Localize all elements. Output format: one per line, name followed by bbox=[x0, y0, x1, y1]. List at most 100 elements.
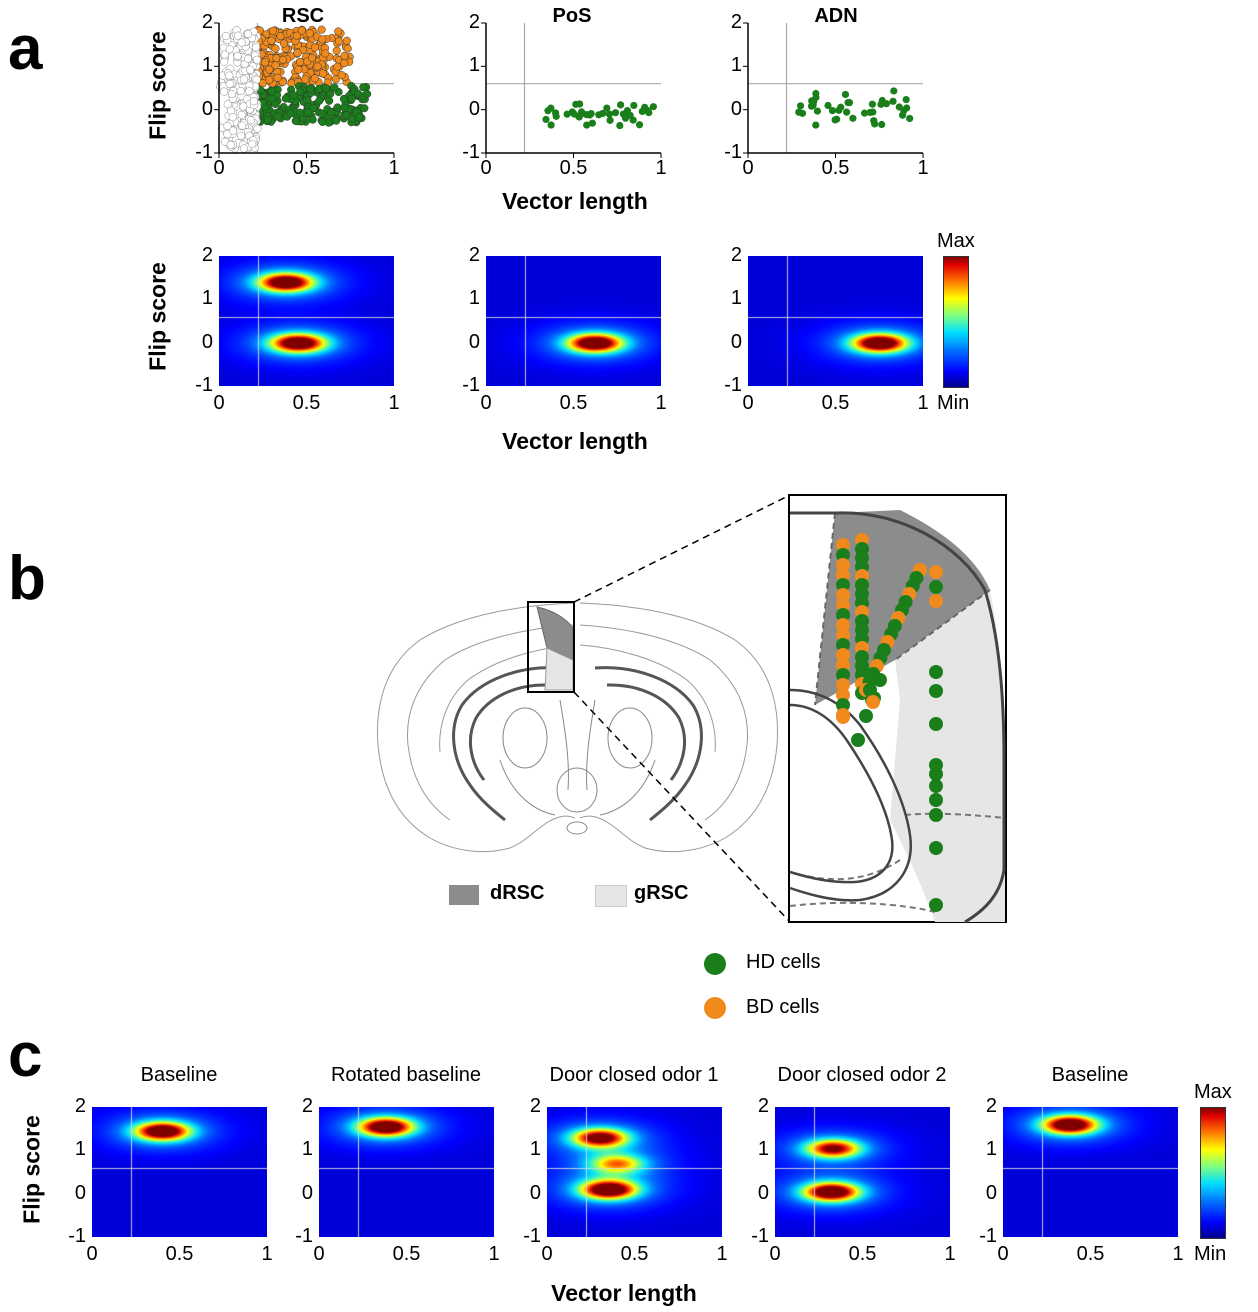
scatter-point bbox=[260, 58, 269, 67]
scatter-point bbox=[296, 87, 305, 96]
scatter-point bbox=[812, 121, 820, 129]
cell-dot bbox=[836, 558, 850, 572]
cell-dot bbox=[929, 717, 943, 731]
heatmap-c-title-3: Door closed odor 2 bbox=[777, 1064, 947, 1086]
heatmap-c-3-xtick-0: 0 bbox=[769, 1243, 781, 1265]
scatter-point bbox=[599, 109, 607, 118]
scatter-point bbox=[841, 90, 850, 99]
cell-dot bbox=[836, 538, 850, 552]
scatter-point bbox=[279, 55, 288, 64]
scatter-point bbox=[844, 98, 852, 107]
scatter-point bbox=[568, 108, 576, 116]
scatter-point bbox=[228, 126, 238, 135]
scatter-point bbox=[246, 116, 255, 125]
scatter-point bbox=[582, 111, 591, 119]
scatter-point bbox=[308, 53, 317, 62]
heatmap-a-rsc-ytick-1: 1 bbox=[201, 287, 213, 310]
scatter-point bbox=[237, 110, 246, 119]
scatter-point bbox=[220, 87, 229, 96]
heatmap-c-4-ytick-0: 2 bbox=[985, 1095, 997, 1117]
cell-dot bbox=[836, 648, 850, 662]
scatter-point bbox=[576, 100, 584, 108]
scatter-point bbox=[306, 85, 315, 94]
heatmap-a-pos-ytick-0: 2 bbox=[468, 244, 480, 266]
scatter-point bbox=[606, 116, 614, 124]
scatter-point bbox=[871, 120, 879, 128]
scatter-point bbox=[226, 140, 235, 149]
heatmap-a-adn-ytick-2: 0 bbox=[730, 330, 742, 353]
scatter-point bbox=[273, 73, 282, 82]
scatter-point bbox=[337, 71, 346, 80]
scatter-pos-ytick-3: -1 bbox=[462, 141, 480, 163]
cell-dot bbox=[836, 638, 850, 652]
heatmap-a-pos-heatmap bbox=[486, 256, 661, 386]
scatter-point bbox=[616, 121, 624, 130]
legend-hd-marker bbox=[704, 953, 726, 975]
scatter-point bbox=[621, 114, 630, 122]
scatter-point bbox=[303, 108, 312, 117]
heatmap-c-1-ytick-0: 2 bbox=[301, 1095, 313, 1117]
scatter-adn-ytick-2: 0 bbox=[730, 97, 742, 120]
scatter-point bbox=[236, 131, 246, 140]
heatmap-c-2-heatmap bbox=[547, 1107, 722, 1237]
heatmap-c-2-ytick-2: 0 bbox=[529, 1181, 541, 1204]
heatmap-a-rsc-xtick-1: 0.5 bbox=[292, 392, 321, 414]
legend-drsc-label: dRSC bbox=[490, 882, 545, 904]
heatmap-c-0-heatmap bbox=[92, 1107, 267, 1237]
scatter-pos-xtick-0: 0 bbox=[480, 157, 492, 179]
scatter-point bbox=[271, 44, 280, 53]
heatmap-c-1-ytick-3: -1 bbox=[295, 1225, 313, 1247]
scatter-point bbox=[860, 109, 869, 117]
scatter-point bbox=[342, 111, 351, 120]
heatmap-a-adn-ytick-3: -1 bbox=[724, 374, 742, 396]
colorbar-a-max: Max bbox=[937, 230, 975, 252]
scatter-point bbox=[828, 107, 837, 115]
scatter-point bbox=[317, 25, 326, 34]
scatter-point bbox=[340, 59, 349, 68]
heatmap-c-title-1: Rotated baseline bbox=[330, 1064, 482, 1086]
scatter-pos-xtick-2: 1 bbox=[655, 157, 667, 179]
scatter-point bbox=[239, 75, 248, 84]
colorbar-c bbox=[1200, 1107, 1226, 1239]
scatter-axes bbox=[485, 23, 661, 154]
heatmap-c-ylabel: Flip score bbox=[18, 1115, 45, 1224]
scatter-point bbox=[225, 71, 234, 80]
scatter-point bbox=[583, 121, 591, 129]
scatter-point bbox=[603, 104, 611, 112]
scatter-point bbox=[547, 121, 555, 129]
scatter-point bbox=[243, 54, 253, 63]
heatmap-a-adn-xtick-2: 1 bbox=[917, 392, 929, 414]
scatter-point bbox=[900, 106, 908, 115]
scatter-point bbox=[303, 95, 312, 104]
scatter-rsc bbox=[214, 22, 395, 158]
cell-dot bbox=[836, 688, 850, 702]
scatter-point bbox=[267, 87, 276, 96]
scatter-point bbox=[294, 65, 303, 74]
scatter-point bbox=[268, 26, 278, 35]
cell-dot bbox=[929, 793, 943, 807]
scatter-point bbox=[310, 74, 319, 83]
scatter-point bbox=[227, 89, 236, 98]
heatmap-c-4-xtick-0: 0 bbox=[997, 1243, 1009, 1265]
cell-dot bbox=[929, 580, 943, 594]
scatter-point bbox=[363, 89, 372, 98]
heatmap-a-rsc-xtick-0: 0 bbox=[213, 392, 225, 414]
heatmap-a-adn-xtick-0: 0 bbox=[742, 392, 754, 414]
cell-dot bbox=[836, 618, 850, 632]
scatter-rsc-ytick-0: 2 bbox=[201, 11, 213, 33]
scatter-title-rsc: RSC bbox=[281, 5, 325, 27]
cell-dot bbox=[859, 709, 873, 723]
scatter-point bbox=[552, 109, 560, 117]
cell-dot bbox=[836, 608, 850, 622]
scatter-point bbox=[293, 48, 302, 57]
heatmap-c-1-heatmap bbox=[319, 1107, 494, 1237]
heatmap-c-1-xtick-0: 0 bbox=[313, 1243, 325, 1265]
scatter-point bbox=[279, 39, 289, 48]
heatmap-c-2-ytick-3: -1 bbox=[523, 1225, 541, 1247]
colorbar-a-min: Min bbox=[937, 392, 970, 414]
heatmap-c-0-ytick-1: 1 bbox=[74, 1138, 86, 1161]
scatter-point bbox=[630, 101, 638, 110]
scatter-point bbox=[339, 94, 348, 103]
scatter-point bbox=[286, 109, 295, 118]
scatter-point bbox=[281, 94, 290, 103]
